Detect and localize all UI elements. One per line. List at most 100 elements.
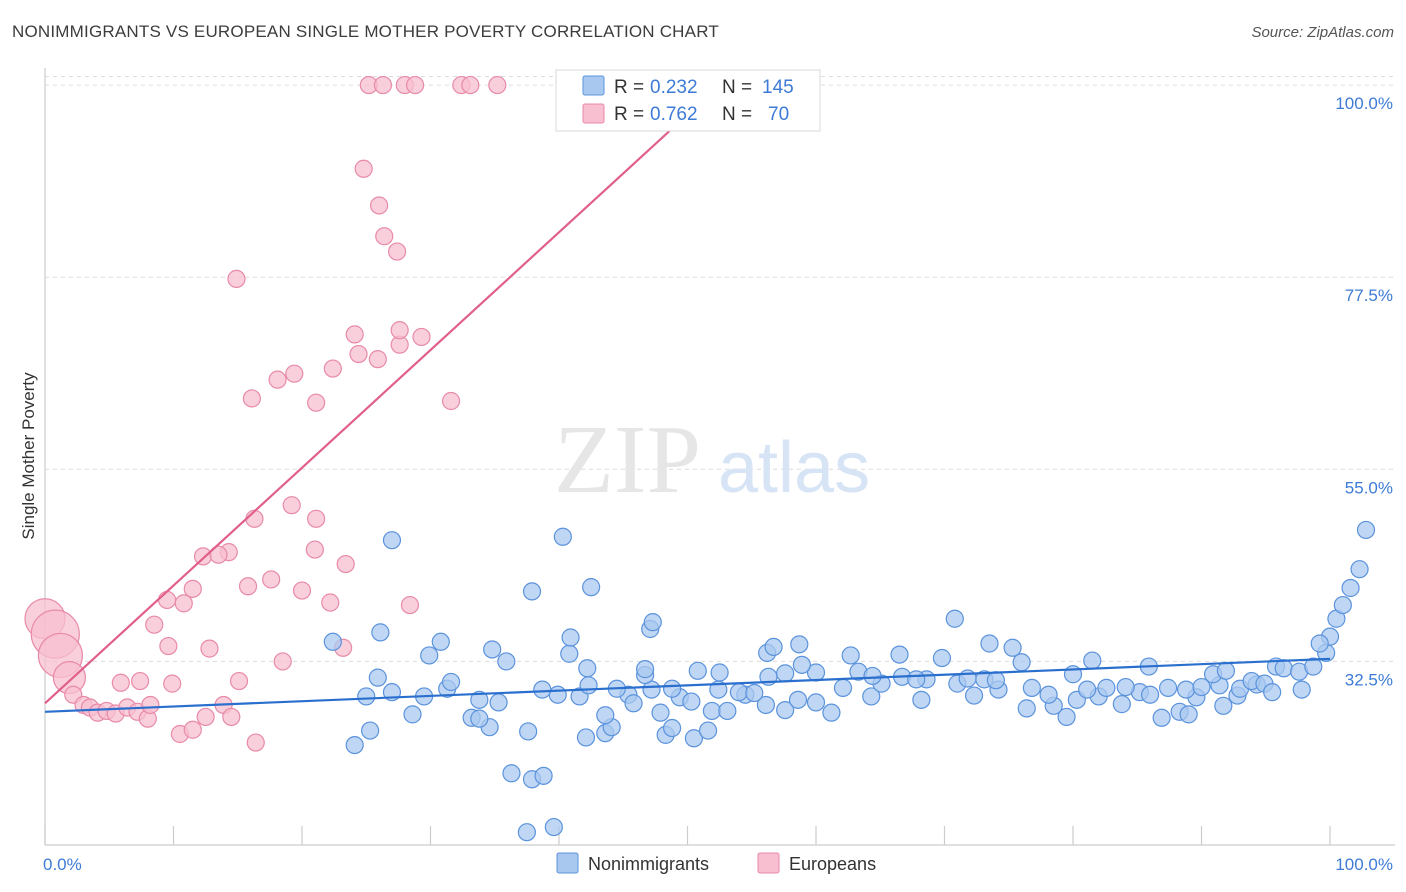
europeans-point	[196, 707, 215, 727]
nonimmigrants-point	[710, 663, 729, 682]
nonimmigrants-point	[1057, 707, 1076, 727]
nonimmigrants-point	[1003, 638, 1022, 657]
nonimmigrants-point	[561, 628, 580, 647]
nonimmigrants-point	[431, 632, 450, 651]
nonimmigrants-point	[1179, 705, 1198, 724]
europeans-point	[209, 545, 228, 564]
nonimmigrants-point	[441, 672, 461, 692]
europeans-point	[387, 242, 407, 261]
legend-swatch-pink	[582, 103, 605, 124]
nonimmigrants-point	[1017, 699, 1036, 718]
nonimmigrants-point	[1333, 595, 1352, 615]
nonimmigrants-point	[1274, 659, 1293, 678]
europeans-point	[375, 227, 394, 246]
europeans-point	[349, 344, 368, 364]
nonimmigrants-point	[544, 817, 563, 837]
y-tick-label: 32.5%	[1345, 670, 1393, 689]
nonimmigrants-point	[1152, 708, 1171, 727]
nonimmigrants-point	[932, 648, 952, 668]
legend-n-label-1: N =	[722, 77, 752, 98]
europeans-point	[292, 581, 312, 600]
nonimmigrants-point	[822, 703, 841, 722]
nonimmigrants-point	[470, 690, 489, 709]
nonimmigrants-point	[361, 721, 380, 740]
nonimmigrants-point	[1292, 680, 1311, 699]
europeans-point	[245, 509, 264, 528]
nonimmigrants-point	[1097, 678, 1116, 697]
nonimmigrants-point	[533, 680, 552, 699]
nonimmigrants-point	[643, 613, 662, 632]
europeans-point	[268, 370, 287, 389]
nonimmigrants-point	[862, 687, 881, 706]
nonimmigrants-point	[682, 692, 701, 711]
europeans-point	[370, 196, 389, 215]
nonimmigrants-point	[792, 655, 811, 674]
nonimmigrants-points	[323, 520, 1376, 842]
nonimmigrants-point	[1022, 678, 1041, 697]
europeans-point	[159, 636, 178, 656]
europeans-point	[336, 554, 355, 574]
bottom-legend-swatch-pink	[757, 852, 780, 874]
europeans-point	[145, 615, 164, 634]
europeans-point	[130, 671, 150, 691]
europeans-point	[141, 695, 160, 715]
bottom-legend-label-europeans: Europeans	[789, 854, 876, 874]
nonimmigrants-point	[1263, 683, 1282, 702]
europeans-point	[242, 389, 261, 408]
nonimmigrants-point	[497, 652, 516, 671]
legend-n-value-2: 70	[768, 104, 789, 125]
europeans-point	[345, 325, 364, 344]
legend-n-value-1: 145	[762, 77, 794, 98]
europeans-point	[405, 75, 425, 95]
europeans-point	[183, 720, 202, 739]
europeans-point	[368, 350, 387, 369]
watermark: ZIP atlas	[554, 406, 870, 514]
nonimmigrants-point	[560, 644, 579, 663]
nonimmigrants-point	[489, 693, 508, 712]
europeans-point	[354, 159, 373, 178]
nonimmigrants-point	[833, 678, 853, 697]
nonimmigrants-point	[790, 635, 809, 654]
legend-r-label-2: R =	[614, 104, 644, 125]
nonimmigrants-point	[534, 766, 553, 785]
nonimmigrants-point	[890, 645, 909, 664]
y-tick-label: 100.0%	[1335, 94, 1393, 113]
europeans-point	[200, 639, 219, 658]
axes: 0.0% 100.0%	[43, 68, 1395, 874]
europeans-point	[163, 674, 182, 693]
nonimmigrants-point	[912, 690, 931, 709]
x-tick-label-min: 0.0%	[43, 855, 82, 874]
trendlines	[44, 84, 1331, 713]
watermark-atlas: atlas	[718, 428, 870, 508]
stats-legend: R = 0.232 N = 145 R = 0.762 N = 70	[555, 69, 821, 132]
europeans-point	[183, 579, 202, 598]
nonimmigrants-point	[1112, 695, 1131, 714]
nonimmigrants-point	[1176, 680, 1196, 699]
europeans-point	[390, 321, 409, 340]
nonimmigrants-point	[745, 683, 764, 703]
gridlines: 32.5% 55.0% 77.5% 100.0%	[45, 76, 1395, 689]
nonimmigrants-point	[688, 661, 707, 680]
nonimmigrants-point	[576, 728, 596, 747]
nonimmigrants-point	[483, 640, 502, 659]
nonimmigrants-point	[1310, 634, 1329, 653]
nonimmigrants-point	[403, 705, 422, 724]
nonimmigrants-point	[964, 686, 984, 705]
europeans-point	[305, 540, 324, 559]
legend-r-label-1: R =	[614, 77, 644, 98]
nonimmigrants-point	[1116, 677, 1135, 697]
nonimmigrants-point	[519, 722, 538, 741]
europeans-point	[321, 593, 340, 612]
europeans-point	[246, 733, 265, 752]
nonimmigrants-point	[345, 735, 364, 755]
nonimmigrants-point	[764, 637, 783, 657]
nonimmigrants-point	[517, 823, 536, 842]
europeans-point	[323, 359, 342, 378]
nonimmigrants-point	[788, 690, 808, 709]
europeans-point	[412, 327, 431, 347]
nonimmigrants-point	[1192, 677, 1211, 697]
nonimmigrants-point	[624, 694, 643, 713]
nonimmigrants-point	[596, 706, 615, 725]
nonimmigrants-point	[420, 646, 439, 665]
nonimmigrants-point	[579, 676, 598, 695]
